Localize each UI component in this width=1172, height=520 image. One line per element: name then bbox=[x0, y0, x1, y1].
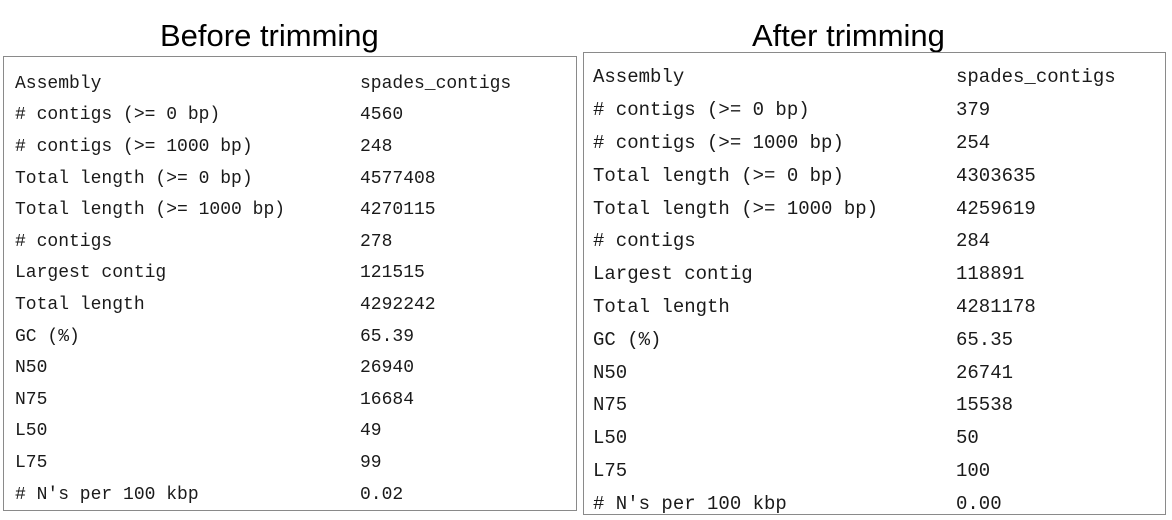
metric-label: # contigs bbox=[593, 230, 696, 253]
metric-value: 4303635 bbox=[956, 164, 1036, 187]
after-trimming-panel: Assembly spades_contigs # contigs (>= 0 bp… bbox=[583, 52, 1166, 515]
table-row: # contigs 284 bbox=[593, 225, 1116, 258]
metric-label: N75 bbox=[593, 394, 628, 417]
metric-value: 248 bbox=[360, 136, 393, 157]
table-row: L50 50 bbox=[593, 422, 1116, 455]
table-row: Total length (>= 1000 bp) 4259619 bbox=[593, 192, 1116, 225]
table-row: # contigs (>= 0 bp) 379 bbox=[593, 94, 1116, 127]
metric-value: 16684 bbox=[360, 389, 415, 410]
metric-label: Assembly bbox=[593, 66, 685, 89]
table-row: GC (%) 65.35 bbox=[593, 323, 1116, 356]
table-row: # contigs (>= 1000 bp) 248 bbox=[15, 131, 511, 163]
metric-value: 49 bbox=[360, 421, 382, 442]
metric-value: 4292242 bbox=[360, 294, 436, 315]
after-trimming-title: After trimming bbox=[752, 18, 945, 53]
before-trimming-title: Before trimming bbox=[160, 18, 379, 53]
metric-label: # contigs (>= 0 bp) bbox=[15, 105, 221, 126]
table-row: # N's per 100 kbp 0.00 bbox=[593, 487, 1116, 520]
metric-label: # contigs (>= 1000 bp) bbox=[15, 136, 253, 157]
metric-value: 26940 bbox=[360, 358, 415, 379]
metric-label: Largest contig bbox=[15, 263, 167, 284]
table-row: Assembly spades_contigs bbox=[593, 61, 1116, 94]
table-row: Largest contig 121515 bbox=[15, 258, 511, 290]
before-stats-body: Assembly spades_contigs # contigs (>= 0 bp… bbox=[15, 68, 511, 510]
table-row: L75 100 bbox=[593, 455, 1116, 488]
metric-value: spades_contigs bbox=[360, 73, 512, 94]
table-row: Total length (>= 0 bp) 4577408 bbox=[15, 163, 511, 195]
metric-label: N75 bbox=[15, 389, 48, 410]
metric-value: 4281178 bbox=[956, 295, 1036, 318]
metric-value: 284 bbox=[956, 230, 991, 253]
after-stats-body: Assembly spades_contigs # contigs (>= 0 bp… bbox=[593, 61, 1116, 520]
table-row: Largest contig 118891 bbox=[593, 258, 1116, 291]
metric-label: L75 bbox=[15, 452, 48, 473]
metric-label: Total length bbox=[593, 295, 730, 318]
table-row: L50 49 bbox=[15, 416, 511, 448]
metric-label: L50 bbox=[593, 427, 628, 450]
metric-value: 4259619 bbox=[956, 197, 1036, 220]
metric-label: Total length (>= 1000 bp) bbox=[593, 197, 879, 220]
table-row: Total length (>= 1000 bp) 4270115 bbox=[15, 194, 511, 226]
metric-label: Total length (>= 0 bp) bbox=[15, 168, 253, 189]
metric-label: N50 bbox=[15, 358, 48, 379]
after-stats-table: Assembly spades_contigs # contigs (>= 0 bp… bbox=[593, 61, 1116, 520]
metric-value: 254 bbox=[956, 131, 991, 154]
metric-label: GC (%) bbox=[593, 328, 662, 351]
metric-label: # contigs (>= 0 bp) bbox=[593, 99, 810, 122]
metric-label: GC (%) bbox=[15, 326, 80, 347]
metric-value: 278 bbox=[360, 231, 393, 252]
metric-value: 4560 bbox=[360, 105, 404, 126]
metric-value: 65.39 bbox=[360, 326, 415, 347]
table-row: N75 15538 bbox=[593, 389, 1116, 422]
metric-label: # contigs bbox=[15, 231, 113, 252]
metric-label: L50 bbox=[15, 421, 48, 442]
metric-label: N50 bbox=[593, 361, 628, 384]
metric-label: # N's per 100 kbp bbox=[593, 492, 787, 515]
table-row: Total length 4281178 bbox=[593, 291, 1116, 324]
metric-value: 4270115 bbox=[360, 200, 436, 221]
table-row: GC (%) 65.39 bbox=[15, 321, 511, 353]
metric-label: Total length (>= 0 bp) bbox=[593, 164, 844, 187]
table-row: Assembly spades_contigs bbox=[15, 68, 511, 100]
metric-label: L75 bbox=[593, 459, 628, 482]
metric-value: 100 bbox=[956, 459, 991, 482]
before-trimming-panel: Assembly spades_contigs # contigs (>= 0 bp… bbox=[3, 56, 577, 511]
before-stats-table: Assembly spades_contigs # contigs (>= 0 bp… bbox=[15, 68, 511, 510]
metric-value: 4577408 bbox=[360, 168, 436, 189]
metric-value: 50 bbox=[956, 427, 979, 450]
metric-label: Total length (>= 1000 bp) bbox=[15, 200, 286, 221]
metric-value: 379 bbox=[956, 99, 991, 122]
metric-value: 65.35 bbox=[956, 328, 1014, 351]
metric-value: 15538 bbox=[956, 394, 1014, 417]
metric-value: 0.02 bbox=[360, 484, 404, 505]
table-row: # contigs 278 bbox=[15, 226, 511, 258]
metric-value: 99 bbox=[360, 452, 382, 473]
metric-value: 0.00 bbox=[956, 492, 1002, 515]
table-row: # contigs (>= 1000 bp) 254 bbox=[593, 127, 1116, 160]
metric-label: # N's per 100 kbp bbox=[15, 484, 199, 505]
table-row: # contigs (>= 0 bp) 4560 bbox=[15, 100, 511, 132]
metric-label: Largest contig bbox=[593, 263, 753, 286]
metric-label: Assembly bbox=[15, 73, 102, 94]
table-row: Total length 4292242 bbox=[15, 289, 511, 321]
metric-label: Total length bbox=[15, 294, 145, 315]
metric-value: 26741 bbox=[956, 361, 1014, 384]
metric-label: # contigs (>= 1000 bp) bbox=[593, 131, 844, 154]
table-row: L75 99 bbox=[15, 447, 511, 479]
metric-value: spades_contigs bbox=[956, 66, 1116, 89]
table-row: Total length (>= 0 bp) 4303635 bbox=[593, 159, 1116, 192]
table-row: N50 26741 bbox=[593, 356, 1116, 389]
table-row: N75 16684 bbox=[15, 384, 511, 416]
metric-value: 118891 bbox=[956, 263, 1025, 286]
metric-value: 121515 bbox=[360, 263, 425, 284]
table-row: N50 26940 bbox=[15, 352, 511, 384]
table-row: # N's per 100 kbp 0.02 bbox=[15, 479, 511, 511]
